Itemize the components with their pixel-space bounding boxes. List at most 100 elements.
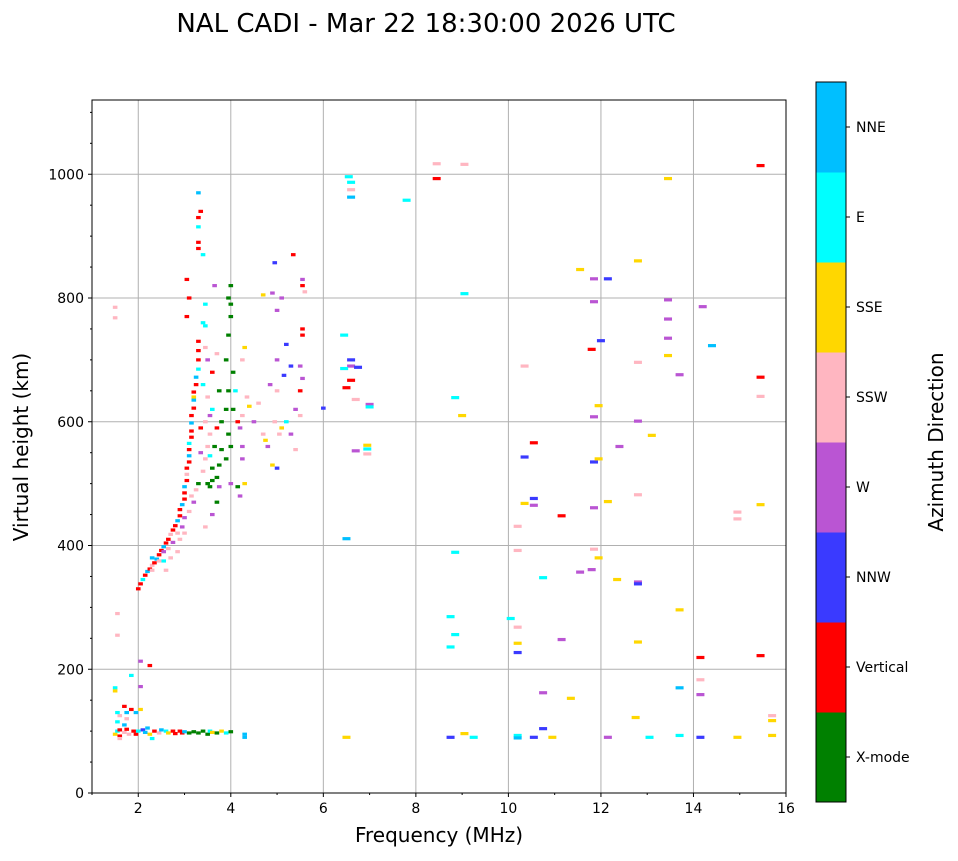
data-point	[633, 493, 642, 497]
data-point	[446, 615, 455, 619]
x-tick-label: 4	[226, 801, 235, 817]
data-point	[347, 188, 356, 192]
y-tick-label: 800	[57, 291, 84, 307]
data-point	[172, 524, 178, 528]
data-point	[675, 733, 684, 738]
data-point	[733, 735, 742, 739]
data-point	[589, 506, 598, 510]
data-point	[587, 568, 596, 572]
data-point	[168, 556, 173, 560]
data-point	[633, 419, 642, 423]
data-point	[203, 525, 208, 529]
data-point	[131, 729, 136, 733]
data-point	[182, 516, 187, 520]
data-point	[223, 457, 229, 461]
colorbar-label: Azimuth Direction	[924, 352, 948, 531]
data-point	[513, 736, 522, 740]
data-point	[177, 729, 183, 733]
data-point	[274, 389, 280, 393]
data-point	[603, 735, 612, 739]
data-point	[186, 460, 192, 464]
data-point	[184, 466, 190, 470]
data-point	[135, 587, 141, 591]
data-point	[633, 580, 642, 584]
data-point	[172, 732, 178, 736]
data-point	[149, 568, 155, 572]
grid-lines	[92, 100, 787, 794]
data-point	[156, 731, 162, 735]
data-point	[446, 645, 455, 649]
data-point	[645, 735, 654, 739]
data-point	[675, 686, 684, 690]
data-point	[196, 339, 201, 343]
data-point	[432, 176, 441, 181]
data-point	[460, 162, 469, 166]
data-point	[235, 420, 241, 424]
data-point	[216, 463, 222, 467]
data-point	[198, 426, 204, 430]
data-point	[594, 556, 603, 560]
data-point	[365, 402, 374, 407]
data-point	[140, 728, 146, 732]
data-point	[175, 519, 180, 523]
data-point	[161, 550, 167, 554]
data-point	[200, 729, 206, 733]
data-point	[179, 525, 185, 529]
data-point	[124, 710, 129, 715]
y-axis-label: Virtual height (km)	[9, 353, 33, 542]
data-point	[223, 358, 229, 362]
data-point	[342, 386, 351, 390]
data-point	[209, 478, 215, 483]
colorbar-segment	[816, 532, 846, 623]
data-point	[297, 389, 303, 393]
data-point	[196, 348, 201, 353]
data-point	[351, 397, 360, 402]
data-point	[156, 553, 162, 557]
data-point	[142, 730, 148, 734]
data-point	[186, 447, 192, 452]
data-point	[209, 370, 215, 374]
data-point	[161, 545, 167, 549]
data-point	[112, 689, 118, 693]
data-point	[189, 494, 194, 498]
colorbar-tick-label: Vertical	[856, 660, 908, 676]
data-point	[576, 570, 585, 574]
data-point	[297, 364, 303, 368]
data-point	[214, 352, 220, 356]
data-point	[696, 655, 705, 660]
y-tick-label: 1000	[48, 167, 84, 183]
data-point	[168, 532, 173, 536]
data-point	[115, 710, 120, 715]
colorbar: X-mode Vertical NNW W SSW SSE E NNE	[815, 81, 910, 803]
data-point	[145, 726, 150, 730]
data-point	[177, 514, 183, 518]
data-point	[166, 537, 171, 541]
data-point	[186, 296, 192, 300]
data-point	[274, 308, 280, 312]
data-point	[214, 475, 220, 480]
data-point	[163, 541, 169, 545]
data-point	[198, 209, 204, 213]
data-point	[203, 457, 208, 461]
data-point	[219, 729, 224, 733]
x-tick-label: 12	[592, 801, 610, 817]
data-point	[182, 491, 187, 495]
data-point	[205, 358, 210, 362]
data-point	[223, 731, 229, 735]
data-point	[340, 333, 349, 337]
data-point	[513, 650, 522, 655]
data-point	[233, 389, 238, 393]
x-axis-ticks: 2 4 6 8 10 12 14 16	[91, 793, 795, 817]
data-point	[196, 225, 201, 229]
data-point	[122, 723, 127, 727]
data-point	[112, 686, 118, 690]
x-tick-label: 10	[499, 801, 517, 817]
data-point	[135, 729, 141, 733]
data-point	[228, 302, 234, 306]
data-point	[228, 284, 234, 288]
data-point	[203, 324, 208, 328]
data-point	[152, 561, 157, 565]
data-point	[566, 696, 575, 700]
data-point	[756, 503, 765, 507]
data-point	[260, 293, 266, 297]
